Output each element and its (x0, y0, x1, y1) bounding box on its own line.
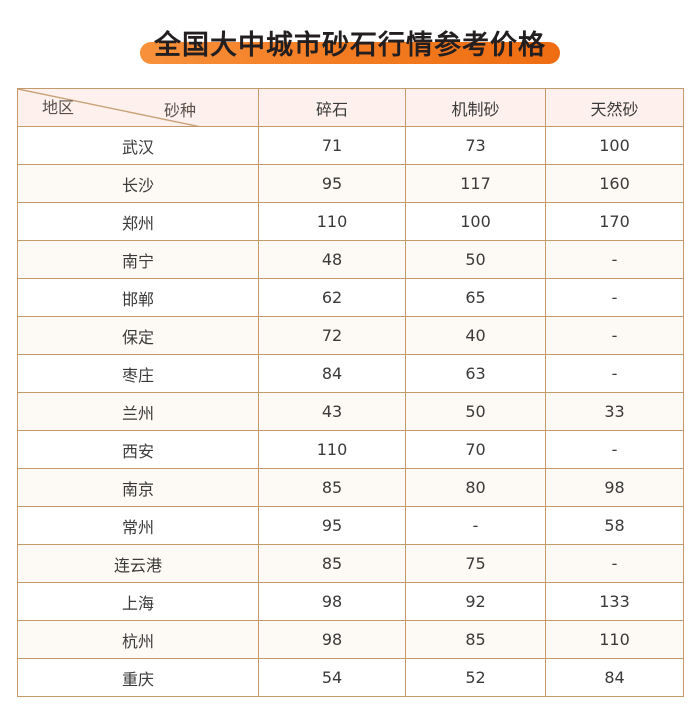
cell-tianransha: 110 (545, 620, 684, 659)
table-row: 南宁 48 50- (17, 240, 684, 279)
page-title-banner: 全国大中城市砂石行情参考价格 (0, 0, 700, 88)
cell-suishi: 62 (258, 278, 406, 317)
page-title: 全国大中城市砂石行情参考价格 (154, 29, 546, 61)
table-head: 地区 砂种 碎石 机制砂 天然砂 (17, 88, 684, 127)
table-header-row: 地区 砂种 碎石 机制砂 天然砂 (17, 88, 684, 127)
cell-suishi: 110 (258, 202, 406, 241)
cell-suishi: 85 (258, 468, 406, 507)
table-row: 枣庄 84 63- (17, 354, 684, 393)
cell-jizhisha: 92 (405, 582, 546, 621)
table-row: 杭州 98 85 110 (17, 620, 684, 659)
header-col-tianransha: 天然砂 (545, 88, 684, 127)
cell-region: 重庆 (17, 658, 259, 697)
cell-region: 邯郸 (17, 278, 259, 317)
cell-region: 枣庄 (17, 354, 259, 393)
header-corner-split-cell: 地区 砂种 (17, 88, 259, 127)
cell-tianransha: 160 (545, 164, 684, 203)
cell-suishi: 72 (258, 316, 406, 355)
cell-jizhisha: 73 (405, 126, 546, 165)
cell-suishi: 54 (258, 658, 406, 697)
cell-jizhisha: 117 (405, 164, 546, 203)
cell-tianransha: 100 (545, 126, 684, 165)
table-row: 常州 95-58 (17, 506, 684, 545)
title-highlight-bar (140, 42, 560, 64)
header-row-label: 地区 (42, 98, 75, 117)
cell-jizhisha: 75 (405, 544, 546, 583)
cell-tianransha: - (545, 430, 684, 469)
cell-region: 长沙 (17, 164, 259, 203)
header-col-jizhisha: 机制砂 (405, 88, 546, 127)
cell-suishi: 84 (258, 354, 406, 393)
cell-jizhisha: 100 (405, 202, 546, 241)
cell-tianransha: - (545, 240, 684, 279)
cell-region: 郑州 (17, 202, 259, 241)
cell-suishi: 98 (258, 582, 406, 621)
cell-tianransha: - (545, 544, 684, 583)
cell-suishi: 95 (258, 164, 406, 203)
table-row: 兰州 43 50 33 (17, 392, 684, 431)
cell-suishi: 110 (258, 430, 406, 469)
cell-region: 连云港 (17, 544, 259, 583)
cell-tianransha: 58 (545, 506, 684, 545)
cell-region: 常州 (17, 506, 259, 545)
cell-region: 保定 (17, 316, 259, 355)
table-row: 重庆 54 52 84 (17, 658, 684, 697)
table-row: 连云港 85 75- (17, 544, 684, 583)
table-row: 邯郸 62 65- (17, 278, 684, 317)
cell-jizhisha: 50 (405, 240, 546, 279)
cell-tianransha: 33 (545, 392, 684, 431)
cell-suishi: 43 (258, 392, 406, 431)
cell-tianransha: 170 (545, 202, 684, 241)
cell-jizhisha: 52 (405, 658, 546, 697)
sand-price-table: 地区 砂种 碎石 机制砂 天然砂 武汉 71 73 100 长沙 95 117 160 郑州 11… (17, 88, 684, 697)
cell-suishi: 48 (258, 240, 406, 279)
cell-suishi: 71 (258, 126, 406, 165)
cell-suishi: 85 (258, 544, 406, 583)
cell-region: 兰州 (17, 392, 259, 431)
table-row: 武汉 71 73 100 (17, 126, 684, 165)
table-body: 武汉 71 73 100 长沙 95 117 160 郑州 110 100 170 南宁 48 50- 邯郸 6… (17, 126, 684, 697)
price-table-container: 地区 砂种 碎石 机制砂 天然砂 武汉 71 73 100 长沙 95 117 160 郑州 11… (17, 88, 684, 697)
cell-jizhisha: 65 (405, 278, 546, 317)
cell-suishi: 95 (258, 506, 406, 545)
cell-tianransha: 98 (545, 468, 684, 507)
table-row: 长沙 95 117 160 (17, 164, 684, 203)
cell-jizhisha: 70 (405, 430, 546, 469)
cell-suishi: 98 (258, 620, 406, 659)
header-col-label: 砂种 (163, 101, 196, 120)
table-row: 西安 110 70- (17, 430, 684, 469)
cell-jizhisha: 85 (405, 620, 546, 659)
cell-region: 杭州 (17, 620, 259, 659)
cell-region: 上海 (17, 582, 259, 621)
cell-region: 西安 (17, 430, 259, 469)
header-col-suishi: 碎石 (258, 88, 406, 127)
table-row: 保定 72 40- (17, 316, 684, 355)
cell-tianransha: 133 (545, 582, 684, 621)
cell-tianransha: - (545, 278, 684, 317)
cell-region: 南京 (17, 468, 259, 507)
cell-jizhisha: 80 (405, 468, 546, 507)
table-row: 南京 85 80 98 (17, 468, 684, 507)
cell-tianransha: 84 (545, 658, 684, 697)
cell-tianransha: - (545, 316, 684, 355)
table-row: 郑州 110 100 170 (17, 202, 684, 241)
cell-jizhisha: 40 (405, 316, 546, 355)
cell-jizhisha: 63 (405, 354, 546, 393)
cell-jizhisha: 50 (405, 392, 546, 431)
table-row: 上海 98 92 133 (17, 582, 684, 621)
cell-tianransha: - (545, 354, 684, 393)
cell-jizhisha: - (405, 506, 546, 545)
cell-region: 南宁 (17, 240, 259, 279)
cell-region: 武汉 (17, 126, 259, 165)
